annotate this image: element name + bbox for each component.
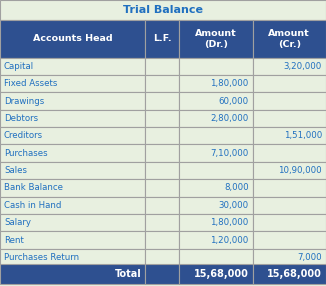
Bar (179, 231, 253, 249)
Text: 1,20,000: 1,20,000 (211, 236, 249, 245)
Bar (253, 197, 326, 214)
Bar (253, 162, 326, 179)
Bar (253, 231, 326, 249)
Text: 30,000: 30,000 (219, 201, 249, 210)
Bar (0, 264, 145, 283)
Bar (0, 249, 145, 266)
Bar (253, 110, 326, 127)
Bar (145, 57, 179, 75)
Bar (0, 92, 145, 110)
Text: Rent: Rent (4, 236, 24, 245)
Bar (0, 179, 145, 197)
Bar (0, 162, 145, 179)
Bar (145, 197, 179, 214)
Bar (0, 110, 145, 127)
Bar (145, 249, 179, 266)
Bar (179, 197, 253, 214)
Bar (0, 231, 145, 249)
Text: 15,68,000: 15,68,000 (267, 269, 322, 279)
Text: 3,20,000: 3,20,000 (284, 62, 322, 71)
Bar (145, 144, 179, 162)
Bar (179, 20, 253, 57)
Bar (145, 162, 179, 179)
Bar (0, 75, 145, 92)
Bar (0, 57, 145, 75)
Bar (253, 127, 326, 144)
Bar (0, 197, 145, 214)
Bar (145, 92, 179, 110)
Bar (145, 179, 179, 197)
Bar (253, 214, 326, 231)
Text: Salary: Salary (4, 218, 31, 227)
Bar (145, 20, 179, 57)
Bar (253, 179, 326, 197)
Bar (145, 75, 179, 92)
Bar (179, 264, 253, 283)
Text: 7,10,000: 7,10,000 (211, 149, 249, 158)
Text: Purchases Return: Purchases Return (4, 253, 79, 262)
Bar (179, 57, 253, 75)
Text: Accounts Head: Accounts Head (33, 34, 112, 43)
Bar (253, 144, 326, 162)
Text: Amount
(Dr.): Amount (Dr.) (195, 29, 237, 49)
Text: L.F.: L.F. (153, 34, 171, 43)
Bar (253, 264, 326, 283)
Text: Creditors: Creditors (4, 131, 43, 140)
Text: Purchases: Purchases (4, 149, 48, 158)
Bar (145, 110, 179, 127)
Bar (253, 92, 326, 110)
Text: 60,000: 60,000 (219, 97, 249, 106)
Bar (253, 20, 326, 57)
Bar (0, 144, 145, 162)
Bar (179, 249, 253, 266)
Text: 8,000: 8,000 (224, 183, 249, 192)
Text: 1,80,000: 1,80,000 (211, 218, 249, 227)
Text: Bank Balance: Bank Balance (4, 183, 63, 192)
Bar (253, 249, 326, 266)
Text: Capital: Capital (4, 62, 34, 71)
Text: 1,51,000: 1,51,000 (284, 131, 322, 140)
Bar (145, 264, 179, 283)
Bar (145, 231, 179, 249)
Text: Sales: Sales (4, 166, 27, 175)
Bar (0, 20, 145, 57)
Bar (0, 214, 145, 231)
Bar (145, 127, 179, 144)
Text: Drawings: Drawings (4, 97, 44, 106)
Bar (253, 75, 326, 92)
Bar (179, 144, 253, 162)
Bar (0, 127, 145, 144)
Text: 7,000: 7,000 (297, 253, 322, 262)
Text: 1,80,000: 1,80,000 (211, 79, 249, 88)
Bar (179, 75, 253, 92)
Bar (0, 0, 326, 20)
Text: 2,80,000: 2,80,000 (211, 114, 249, 123)
Bar (179, 214, 253, 231)
Bar (253, 57, 326, 75)
Bar (179, 110, 253, 127)
Text: 15,68,000: 15,68,000 (194, 269, 249, 279)
Bar (145, 214, 179, 231)
Bar (179, 127, 253, 144)
Text: Total: Total (114, 269, 141, 279)
Bar (179, 179, 253, 197)
Text: Amount
(Cr.): Amount (Cr.) (268, 29, 310, 49)
Text: Fixed Assets: Fixed Assets (4, 79, 57, 88)
Text: Debtors: Debtors (4, 114, 38, 123)
Text: 10,90,000: 10,90,000 (278, 166, 322, 175)
Text: Cash in Hand: Cash in Hand (4, 201, 61, 210)
Bar (179, 162, 253, 179)
Text: Trial Balance: Trial Balance (123, 5, 203, 15)
Bar (179, 92, 253, 110)
